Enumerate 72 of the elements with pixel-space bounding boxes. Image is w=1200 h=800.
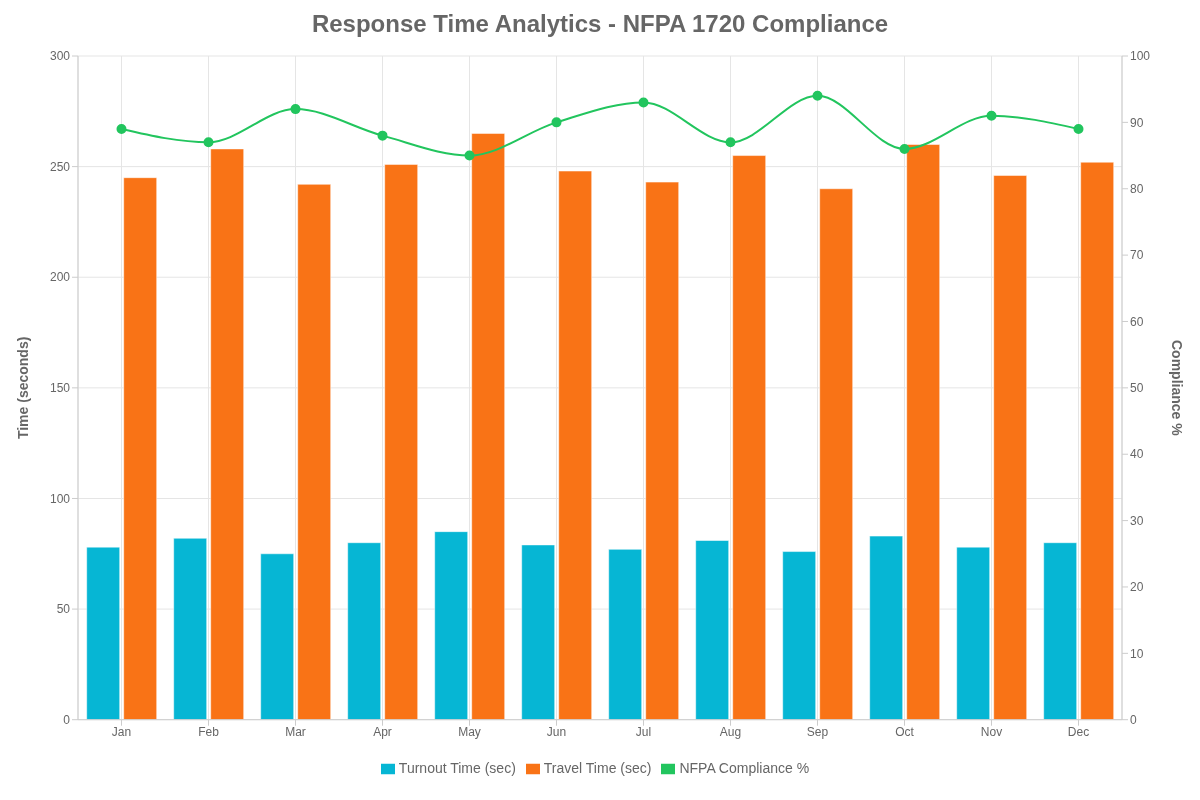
bar — [732, 155, 767, 720]
bar — [1080, 161, 1115, 720]
point — [290, 104, 301, 115]
point — [1073, 124, 1084, 135]
bar — [695, 540, 730, 720]
y2-tick-label: 10 — [1130, 646, 1144, 661]
point — [551, 117, 562, 128]
x-tick-label: Feb — [198, 725, 220, 740]
x-tick-label: Mar — [285, 725, 306, 740]
x-tick-label: Sep — [806, 725, 829, 740]
x-tick-label: Dec — [1067, 725, 1090, 740]
x-tick-label: Oct — [895, 725, 915, 740]
bar — [347, 542, 382, 720]
bar — [260, 553, 295, 720]
y2-tick-label: 100 — [1130, 49, 1151, 64]
y-tick-label: 150 — [49, 381, 71, 396]
y-axis-title: Time (seconds) — [14, 336, 31, 440]
point — [986, 110, 997, 121]
y2-axis-title: Compliance % — [1169, 340, 1186, 437]
y2-tick-label: 90 — [1130, 115, 1144, 130]
bar — [297, 183, 332, 720]
y2-tick-label: 50 — [1130, 381, 1144, 396]
bar — [956, 546, 991, 720]
legend-label: Travel Time (sec) — [543, 759, 652, 776]
y2-tick-label: 0 — [1130, 712, 1137, 727]
point — [464, 150, 475, 161]
x-tick-label: Jul — [635, 725, 652, 740]
point — [638, 97, 649, 108]
bar — [210, 148, 245, 720]
y2-tick-label: 70 — [1130, 248, 1144, 263]
point — [812, 90, 823, 101]
bar — [384, 163, 419, 720]
bar — [906, 143, 941, 720]
x-tick-label: Aug — [719, 725, 742, 740]
y-tick-label: 50 — [56, 602, 71, 617]
point — [899, 143, 910, 154]
point — [725, 137, 736, 148]
bar — [123, 177, 158, 720]
y2-tick-label: 80 — [1130, 182, 1144, 196]
y-tick-label: 250 — [49, 159, 71, 174]
y2-tick-label: 60 — [1130, 314, 1144, 329]
y2-tick-label: 40 — [1130, 447, 1144, 462]
bar — [1043, 542, 1078, 720]
y-tick-label: 100 — [49, 491, 71, 506]
y2-tick-label: 20 — [1130, 580, 1144, 595]
y-tick-label: 0 — [63, 712, 71, 727]
point — [203, 137, 214, 148]
bar — [819, 188, 854, 720]
bar — [608, 548, 643, 720]
bar — [645, 181, 680, 720]
bar — [869, 535, 904, 720]
legend-label: Turnout Time (sec) — [398, 759, 516, 776]
x-tick-label: Apr — [373, 725, 392, 740]
point — [116, 124, 127, 135]
bar — [471, 132, 506, 720]
y2-tick-label: 30 — [1130, 513, 1144, 528]
legend-label: NFPA Compliance % — [679, 759, 810, 776]
x-tick-label: Nov — [980, 725, 1003, 740]
x-tick-label: Jan — [111, 725, 132, 740]
chart-title: Response Time Analytics - NFPA 1720 Compliance — [310, 10, 890, 38]
bar — [86, 546, 121, 720]
point — [377, 130, 388, 141]
bar — [521, 544, 556, 720]
bar — [558, 170, 593, 720]
bar — [434, 531, 469, 720]
bar — [173, 537, 208, 720]
x-tick-label: May — [458, 725, 481, 740]
x-tick-label: Jun — [546, 725, 567, 740]
bar — [993, 174, 1028, 720]
bar — [782, 551, 817, 720]
y-tick-label: 200 — [49, 270, 71, 285]
y-tick-label: 300 — [49, 49, 71, 64]
